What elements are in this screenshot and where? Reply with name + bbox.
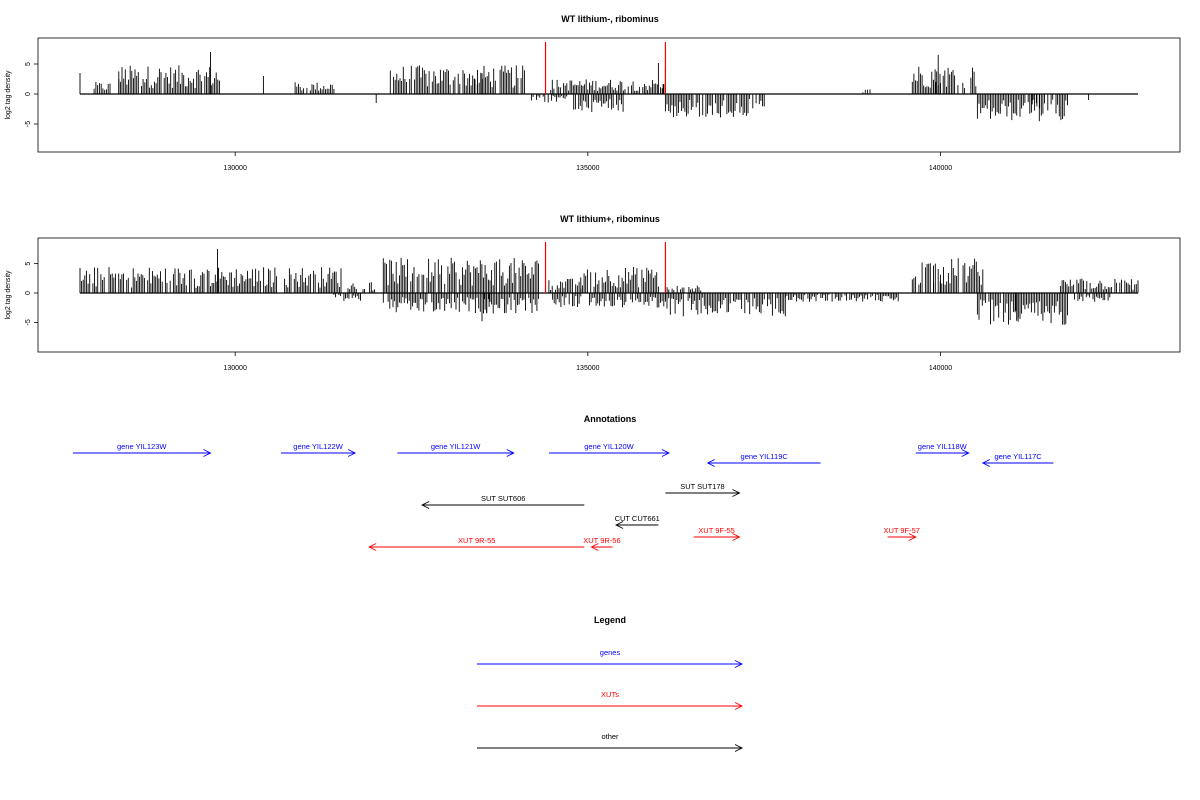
legend-label: XUTs: [601, 690, 619, 699]
annotation-feature: SUT SUT178: [665, 482, 741, 497]
x-tick-label: 135000: [576, 365, 599, 372]
y-tick-label: 5: [25, 62, 32, 66]
annotation-label: gene YIL122W: [293, 442, 343, 451]
arrow-head: [908, 533, 917, 541]
arrow-head: [615, 521, 624, 529]
annotation-label: gene YIL120W: [584, 442, 634, 451]
x-axis: 130000 135000 140000: [223, 152, 952, 172]
arrow-head: [661, 449, 670, 457]
annotation-feature: gene YIL122W: [281, 442, 357, 457]
annotation-feature: gene YIL123W: [72, 442, 212, 457]
annotation-label: gene YIL117C: [994, 452, 1042, 461]
annotation-feature: gene YIL118W: [915, 442, 970, 457]
arrow-head: [734, 744, 744, 752]
y-axis-label: log2 tag density: [5, 270, 12, 320]
annotation-label: XUT 9R-55: [458, 536, 495, 545]
x-tick-label: 130000: [223, 165, 246, 172]
annotation-feature: XUT 9F-57: [883, 526, 920, 541]
y-axis: 5 0 -5: [25, 62, 38, 127]
annotation-label: SUT SUT606: [481, 494, 525, 503]
legend-item: other: [477, 732, 744, 752]
arrow-head: [368, 543, 377, 551]
annotation-label: gene YIL123W: [117, 442, 167, 451]
x-tick-label: 140000: [929, 365, 952, 372]
arrow-head: [421, 501, 430, 509]
annotation-feature: gene YIL117C: [981, 452, 1054, 467]
y-axis: 5 0 -5: [25, 262, 38, 325]
annotation-feature: SUT SUT606: [421, 494, 585, 509]
annotation-feature: XUT 9R-55: [368, 536, 585, 551]
legend-item: XUTs: [477, 690, 744, 710]
arrow-head: [732, 489, 741, 497]
legend-item: genes: [477, 648, 744, 668]
x-axis: 130000 135000 140000: [223, 352, 952, 372]
arrow-head: [347, 449, 357, 457]
annotation-feature: XUT 9F-55: [693, 526, 741, 541]
plot-frame: [37, 237, 1181, 353]
annotations-panel: Annotations gene YIL123W gene YIL122W gene …: [72, 414, 1054, 551]
arrow-head: [590, 543, 599, 551]
y-tick-label: 0: [25, 291, 32, 295]
annotation-feature: gene YIL119C: [706, 452, 821, 467]
chart-title: WT lithium+, ribominus: [560, 214, 660, 224]
arrow-head: [981, 459, 991, 467]
track-panel-lithium-plus: WT lithium+, ribominus 5 0 -5 log2 tag densi…: [5, 214, 1181, 372]
y-tick-label: -5: [25, 319, 32, 325]
annotation-label: gene YIL118W: [918, 442, 968, 451]
legend-label: genes: [600, 648, 621, 657]
annotation-label: gene YIL119C: [741, 452, 789, 461]
arrow-head: [203, 449, 212, 457]
annotation-feature: gene YIL120W: [549, 442, 670, 457]
y-tick-label: 0: [25, 92, 32, 96]
annotations-title: Annotations: [584, 414, 637, 424]
plot-frame: [37, 37, 1181, 153]
annotation-label: gene YIL121W: [431, 442, 481, 451]
y-tick-label: 5: [25, 262, 32, 266]
arrow-head: [506, 449, 515, 457]
arrow-head: [961, 449, 970, 457]
legend-title: Legend: [594, 615, 626, 625]
arrow-head: [734, 702, 744, 710]
y-tick-label: -5: [25, 121, 32, 127]
legend-label: other: [601, 732, 619, 741]
x-tick-label: 130000: [223, 365, 246, 372]
legend-panel: Legend genes XUTs other: [477, 615, 744, 752]
arrow-head: [706, 459, 715, 467]
track-panel-lithium-minus: WT lithium-, ribominus 5 0 -5 log2 tag densi…: [5, 14, 1181, 172]
x-tick-label: 140000: [929, 165, 952, 172]
annotation-label: CUT CUT661: [615, 514, 660, 523]
y-axis-label: log2 tag density: [5, 70, 12, 120]
chart-title: WT lithium-, ribominus: [561, 14, 659, 24]
arrow-head: [734, 660, 744, 668]
arrow-head: [732, 533, 741, 541]
annotation-label: XUT 9R-56: [583, 536, 620, 545]
annotation-feature: gene YIL121W: [397, 442, 515, 457]
annotation-feature: XUT 9R-56: [583, 536, 621, 551]
annotation-label: SUT SUT178: [680, 482, 724, 491]
x-tick-label: 135000: [576, 165, 599, 172]
annotation-label: XUT 9F-57: [883, 526, 920, 535]
annotation-label: XUT 9F-55: [698, 526, 735, 535]
density-series: [79, 52, 1138, 122]
density-series: [79, 248, 1139, 325]
annotation-feature: CUT CUT661: [615, 514, 660, 529]
